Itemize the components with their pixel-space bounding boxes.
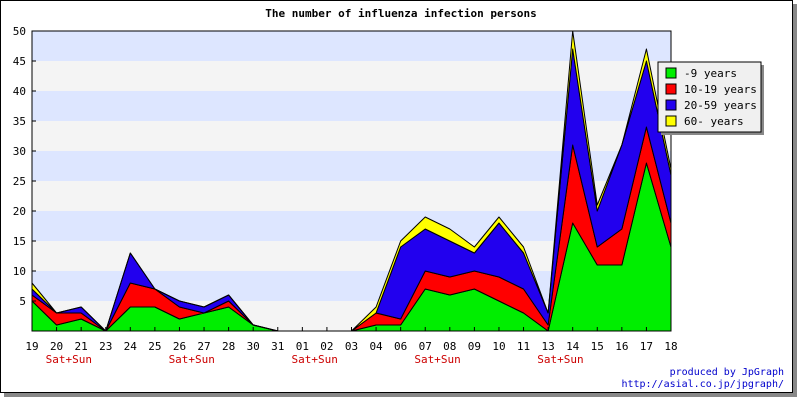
weekend-label: Sat+Sun — [46, 353, 92, 366]
legend-swatch — [665, 83, 677, 95]
y-tick-label: 45 — [13, 55, 26, 68]
x-tick-label: 14 — [566, 340, 580, 353]
x-tick-label: 10 — [492, 340, 505, 353]
legend-label: -9 years — [684, 67, 737, 80]
x-tick-label: 07 — [419, 340, 432, 353]
x-tick-label: 16 — [615, 340, 628, 353]
x-tick-label: 25 — [148, 340, 161, 353]
legend-swatch — [665, 99, 677, 111]
x-tick-label: 13 — [541, 340, 554, 353]
x-tick-label: 21 — [75, 340, 88, 353]
y-tick-label: 20 — [13, 205, 26, 218]
x-tick-label: 26 — [173, 340, 186, 353]
x-tick-label: 18 — [664, 340, 677, 353]
weekend-label: Sat+Sun — [414, 353, 460, 366]
x-tick-label: 23 — [99, 340, 112, 353]
legend-swatch — [665, 115, 677, 127]
x-axis: 19 20 21 23 24 25 26 27 28 30 31 01 02 03 04 06 07 08 09 10… — [25, 327, 678, 366]
x-tick-label: 01 — [296, 340, 309, 353]
x-tick-label: 27 — [197, 340, 210, 353]
legend-label: 10-19 years — [684, 83, 757, 96]
y-tick-label: 15 — [13, 235, 26, 248]
credit-line2[interactable]: http://asial.co.jp/jpgraph/ — [621, 379, 784, 390]
x-tick-label: 02 — [320, 340, 333, 353]
y-tick-label: 10 — [13, 265, 26, 278]
chart-frame: The number of influenza infection person… — [0, 0, 793, 393]
weekend-label: Sat+Sun — [537, 353, 583, 366]
y-axis: 5 10 15 20 25 30 35 40 45 50 — [13, 25, 36, 308]
x-tick-label: 24 — [124, 340, 138, 353]
x-tick-label: 30 — [247, 340, 260, 353]
y-tick-label: 5 — [19, 295, 26, 308]
y-tick-label: 35 — [13, 115, 26, 128]
y-tick-label: 40 — [13, 85, 26, 98]
x-tick-label: 11 — [517, 340, 530, 353]
grid-band — [32, 31, 671, 61]
grid-band — [32, 61, 671, 91]
x-tick-label: 31 — [271, 340, 284, 353]
x-tick-label: 19 — [25, 340, 38, 353]
chart-svg: The number of influenza infection person… — [13, 7, 764, 366]
x-tick-label: 08 — [443, 340, 456, 353]
x-tick-label: 09 — [468, 340, 481, 353]
x-tick-label: 28 — [222, 340, 235, 353]
x-tick-label: 20 — [50, 340, 63, 353]
grid-band — [32, 91, 671, 121]
legend-swatch — [665, 67, 677, 79]
legend: -9 years 10-19 years 20-59 years 60- years — [657, 61, 764, 135]
credit-line1: produced by JpGraph — [669, 367, 784, 378]
y-tick-label: 50 — [13, 25, 26, 38]
x-tick-label: 03 — [345, 340, 358, 353]
legend-label: 20-59 years — [684, 99, 757, 112]
legend-label: 60- years — [684, 115, 744, 128]
chart-title: The number of influenza infection person… — [265, 7, 537, 20]
x-tick-label: 04 — [369, 340, 383, 353]
x-tick-label: 17 — [640, 340, 653, 353]
weekend-label: Sat+Sun — [291, 353, 337, 366]
x-tick-label: 15 — [591, 340, 604, 353]
x-tick-label: 06 — [394, 340, 407, 353]
y-tick-label: 25 — [13, 175, 26, 188]
y-tick-label: 30 — [13, 145, 26, 158]
weekend-label: Sat+Sun — [169, 353, 215, 366]
